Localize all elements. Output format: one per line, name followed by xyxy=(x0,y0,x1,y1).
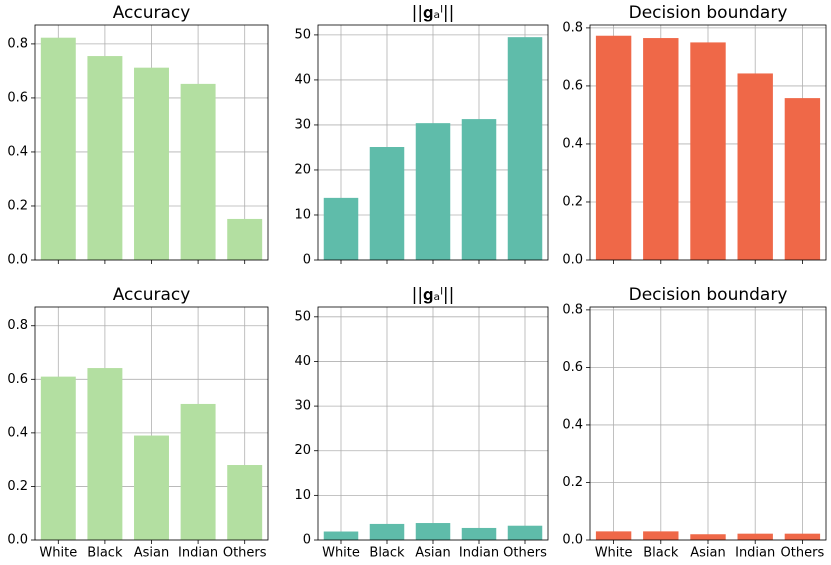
bar xyxy=(415,523,451,540)
y-tick-label: 30 xyxy=(294,399,311,414)
plot-frame xyxy=(317,306,549,541)
bar xyxy=(737,533,773,540)
bar xyxy=(134,435,169,540)
chart-title: Decision boundary xyxy=(629,285,788,305)
y-tick-label: 0.6 xyxy=(7,372,28,387)
x-tick-label: Others xyxy=(223,546,267,561)
bar xyxy=(415,123,451,261)
chart-title: ||𝐠ₐˡ|| xyxy=(412,285,455,305)
y-tick-label: 20 xyxy=(294,443,311,458)
bar xyxy=(227,218,263,260)
y-tick-label: 0.8 xyxy=(7,36,28,51)
y-tick-label: 0.4 xyxy=(562,417,583,432)
chart-title: Decision boundary xyxy=(629,3,788,23)
bar xyxy=(507,37,543,260)
y-tick-label: 0.8 xyxy=(562,302,583,317)
y-tick-label: 10 xyxy=(294,207,311,222)
bar xyxy=(323,531,359,540)
y-tick-label: 0.6 xyxy=(7,90,28,105)
y-tick-label: 0.6 xyxy=(562,78,583,93)
y-tick-label: 0.0 xyxy=(562,533,583,548)
y-tick-label: 40 xyxy=(294,72,311,87)
bar xyxy=(690,42,726,260)
y-tick-label: 20 xyxy=(294,162,311,177)
y-tick-label: 0.4 xyxy=(562,136,583,151)
plot-frame xyxy=(34,24,269,261)
x-tick-label: Asian xyxy=(415,546,450,561)
y-tick-label: 0 xyxy=(303,253,311,268)
y-tick-label: 0.2 xyxy=(562,475,583,490)
y-tick-label: 0.0 xyxy=(562,253,583,268)
chart-title: Accuracy xyxy=(113,3,191,23)
bar xyxy=(784,98,821,260)
y-tick-label: 0.8 xyxy=(7,318,28,333)
y-tick-label: 50 xyxy=(294,309,311,324)
x-tick-label: Others xyxy=(781,546,825,561)
x-tick-label: Asian xyxy=(134,546,169,561)
bar xyxy=(507,525,543,540)
bar xyxy=(87,368,123,540)
x-tick-label: Asian xyxy=(690,546,725,561)
x-tick-label: Indian xyxy=(459,546,499,561)
y-tick-label: 50 xyxy=(294,27,311,42)
bar xyxy=(690,534,726,540)
bar xyxy=(87,56,123,260)
y-tick-label: 0.8 xyxy=(562,20,583,35)
y-tick-label: 30 xyxy=(294,117,311,132)
y-tick-label: 0.4 xyxy=(7,144,28,159)
plot-frame xyxy=(589,24,827,261)
plot-frame xyxy=(589,306,827,541)
y-tick-label: 40 xyxy=(294,354,311,369)
bar xyxy=(643,531,679,540)
x-tick-label: White xyxy=(39,546,77,561)
y-tick-label: 0 xyxy=(303,533,311,548)
chart-title: ||𝐠ₐˡ|| xyxy=(412,3,455,23)
y-tick-label: 0.4 xyxy=(7,425,28,440)
bar xyxy=(461,119,497,260)
bar xyxy=(180,403,216,540)
x-tick-label: White xyxy=(322,546,360,561)
bar xyxy=(643,38,679,260)
x-tick-label: Others xyxy=(503,546,547,561)
bar xyxy=(227,465,263,540)
y-tick-label: 0.6 xyxy=(562,360,583,375)
bar xyxy=(369,523,405,540)
bar xyxy=(595,35,632,260)
y-tick-label: 0.2 xyxy=(7,198,28,213)
x-tick-label: Black xyxy=(643,546,679,561)
y-tick-label: 0.0 xyxy=(7,253,28,268)
bar xyxy=(323,197,359,260)
bar xyxy=(369,147,405,260)
bar xyxy=(180,83,216,260)
x-tick-label: Black xyxy=(87,546,123,561)
bar xyxy=(461,527,497,540)
plot-frame xyxy=(34,306,269,541)
x-tick-label: Indian xyxy=(178,546,218,561)
y-tick-label: 10 xyxy=(294,488,311,503)
bar xyxy=(40,37,76,260)
chart-title: Accuracy xyxy=(113,285,191,305)
bar xyxy=(784,533,821,540)
bar xyxy=(40,376,76,540)
bar xyxy=(737,73,773,260)
y-tick-label: 0.0 xyxy=(7,533,28,548)
bar xyxy=(595,531,632,540)
x-tick-label: Indian xyxy=(735,546,775,561)
y-tick-label: 0.2 xyxy=(562,194,583,209)
x-tick-label: Black xyxy=(369,546,405,561)
plot-frame xyxy=(317,24,549,261)
y-tick-label: 0.2 xyxy=(7,479,28,494)
x-tick-label: White xyxy=(595,546,633,561)
bar xyxy=(134,67,169,260)
